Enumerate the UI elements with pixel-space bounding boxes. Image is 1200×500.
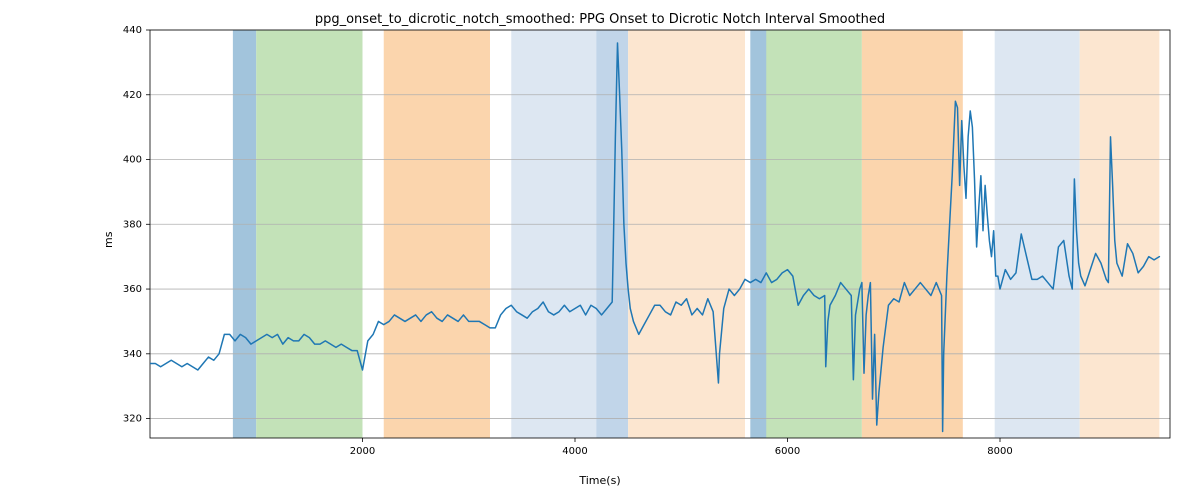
y-axis-label: ms (102, 232, 115, 248)
x-tick-label: 6000 (775, 446, 800, 457)
y-tick-label: 420 (123, 90, 142, 101)
x-tick-label: 8000 (987, 446, 1012, 457)
x-axis-label: Time(s) (0, 474, 1200, 487)
figure: ppg_onset_to_dicrotic_notch_smoothed: PP… (0, 0, 1200, 500)
x-tick-label: 4000 (562, 446, 587, 457)
background-bands (233, 30, 1160, 438)
y-tick-label: 400 (123, 155, 142, 166)
x-tick-label: 2000 (350, 446, 375, 457)
y-tick-label: 340 (123, 349, 142, 360)
y-tick-label: 380 (123, 219, 142, 230)
y-tick-label: 360 (123, 284, 142, 295)
y-tick-label: 320 (123, 414, 142, 425)
y-tick-label: 440 (123, 25, 142, 36)
plot-area: 2000 4000 6000 8000 320 340 360 380 400 420 440 (0, 0, 1200, 500)
